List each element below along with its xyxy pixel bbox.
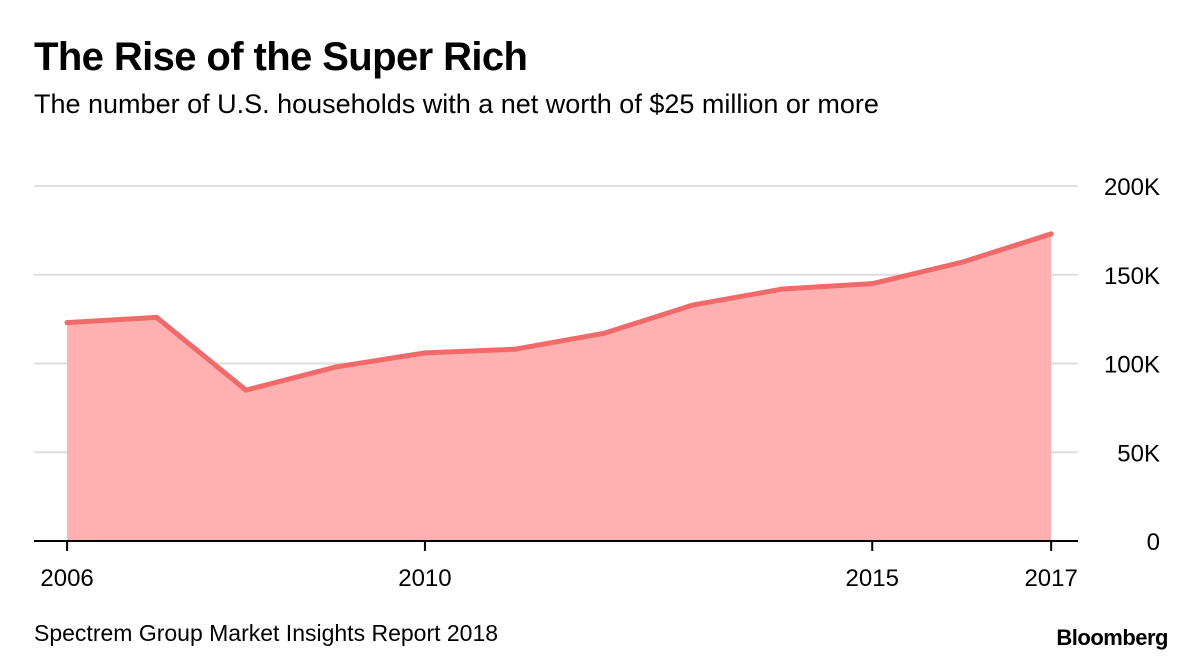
data-point-2012	[601, 330, 607, 336]
x-tick-label: 2006	[40, 565, 93, 592]
chart-title: The Rise of the Super Rich	[34, 35, 528, 79]
series-line	[64, 231, 1054, 393]
y-axis-labels: 0 50K 100K 150K 200K	[1104, 174, 1160, 556]
y-tick-label: 100K	[1104, 352, 1160, 379]
x-tick-label: 2010	[398, 565, 451, 592]
data-point-2010	[422, 350, 428, 356]
data-point-2016	[959, 259, 965, 265]
data-point-2008	[243, 387, 249, 393]
data-point-2017	[1048, 231, 1054, 237]
data-point-2014	[780, 286, 786, 292]
y-tick-label: 150K	[1104, 263, 1160, 290]
area-fill-group	[67, 233, 1052, 542]
x-axis-labels: 2006 2010 2015 2017	[40, 565, 1077, 592]
data-point-2013	[690, 302, 696, 308]
y-tick-label: 200K	[1104, 174, 1160, 201]
series-line-group	[64, 231, 1054, 393]
source-note: Spectrem Group Market Insights Report 20…	[34, 620, 499, 646]
data-points	[64, 231, 1054, 393]
area-fill	[67, 233, 1052, 542]
x-tick-label: 2017	[1024, 565, 1077, 592]
x-axis	[34, 540, 1078, 551]
x-tick-label: 2015	[846, 565, 899, 592]
data-point-2015	[869, 281, 875, 287]
data-point-2006	[64, 320, 70, 326]
chart-subtitle: The number of U.S. households with a net…	[34, 89, 879, 119]
y-tick-label: 0	[1147, 529, 1160, 556]
data-point-2009	[332, 364, 338, 370]
y-tick-label: 50K	[1117, 440, 1160, 467]
data-point-2011	[511, 346, 517, 352]
bloomberg-logo: Bloomberg	[1056, 625, 1168, 650]
data-point-2007	[154, 314, 160, 320]
